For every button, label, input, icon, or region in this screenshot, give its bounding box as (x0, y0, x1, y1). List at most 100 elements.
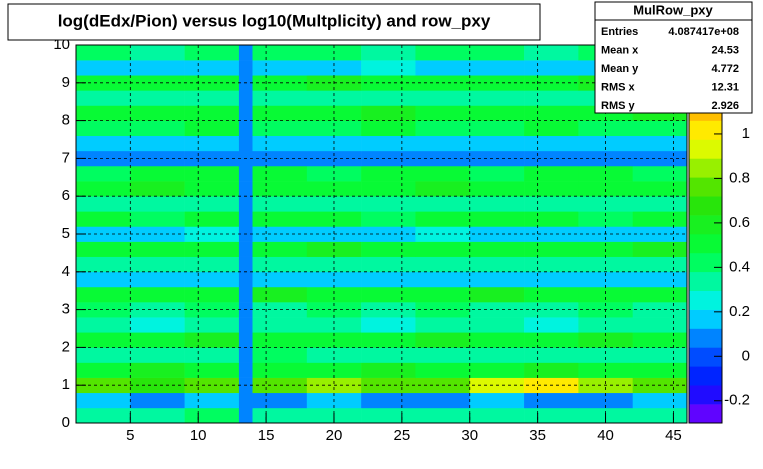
cell (76, 271, 131, 288)
cell (361, 256, 416, 273)
cell (76, 120, 131, 137)
y-tick-label: 0 (62, 414, 70, 431)
cell (252, 165, 308, 182)
color-band (689, 177, 722, 197)
cell (415, 90, 471, 106)
cell (238, 181, 253, 197)
cell (252, 75, 308, 91)
cell (469, 135, 525, 152)
cell (76, 90, 131, 106)
x-tick-label: 25 (394, 427, 411, 444)
cell (76, 256, 131, 273)
cell (130, 60, 185, 76)
cell (361, 211, 416, 227)
cell (524, 211, 579, 227)
cell (306, 181, 362, 197)
cell (632, 196, 688, 212)
cell (361, 286, 416, 303)
cell (415, 165, 471, 182)
cell (632, 286, 688, 303)
cell (524, 241, 579, 257)
y-tick-label: 5 (62, 225, 70, 242)
cell (130, 75, 185, 91)
cell (469, 407, 525, 424)
cell (361, 60, 416, 76)
y-tick-label: 6 (62, 187, 70, 204)
cell (130, 302, 185, 318)
cell (415, 60, 471, 76)
cell (184, 271, 240, 288)
cell (632, 347, 688, 363)
cell (632, 317, 688, 333)
cell (184, 347, 240, 363)
cell (76, 347, 131, 363)
cell (469, 392, 525, 409)
cell (415, 181, 471, 197)
cell (252, 271, 308, 288)
y-tick-label: 9 (62, 74, 70, 91)
cell (469, 241, 525, 257)
cell (238, 347, 253, 363)
cell (469, 211, 525, 227)
cell (361, 407, 416, 424)
cell (361, 120, 416, 137)
cell (76, 165, 131, 182)
cell (238, 211, 253, 227)
cell (415, 120, 471, 137)
cell (632, 407, 688, 424)
cell (238, 105, 253, 121)
stats-label: Mean x (601, 44, 639, 56)
z-tick-label: 0 (742, 347, 750, 364)
cell (415, 45, 471, 61)
cell (415, 286, 471, 303)
stats-value: 4.772 (711, 63, 739, 75)
cell (238, 120, 253, 137)
cell (632, 271, 688, 288)
cell (361, 45, 416, 61)
y-tick-label: 8 (62, 112, 70, 129)
y-tick-label: 1 (62, 376, 70, 393)
color-band (689, 385, 722, 405)
cell (306, 60, 362, 76)
cell (524, 392, 579, 409)
cell (415, 241, 471, 257)
cell (524, 256, 579, 273)
color-band (689, 158, 722, 178)
color-band (689, 290, 722, 310)
cell (524, 165, 579, 182)
cell (130, 226, 185, 242)
stats-label: RMS y (601, 100, 636, 112)
cell (578, 347, 633, 363)
cell (415, 407, 471, 424)
cell (130, 120, 185, 137)
title-box (7, 3, 541, 41)
cell (469, 362, 525, 378)
cell (361, 271, 416, 288)
cell (252, 196, 308, 212)
cell (184, 45, 240, 61)
cell (306, 256, 362, 273)
cell (632, 241, 688, 257)
cell (469, 256, 525, 273)
cell (130, 377, 185, 394)
cell (469, 181, 525, 197)
cell (415, 332, 471, 348)
cell (524, 196, 579, 212)
cell (184, 241, 240, 257)
cell (184, 286, 240, 303)
cell (632, 120, 688, 137)
cell (632, 165, 688, 182)
cell (130, 392, 185, 409)
stats-value: 12.31 (711, 81, 739, 93)
cell (76, 302, 131, 318)
z-tick-label: 0.4 (729, 258, 750, 275)
cell (184, 256, 240, 273)
cell (306, 120, 362, 137)
cell (306, 90, 362, 106)
y-tick-label: 4 (62, 263, 70, 280)
cell (578, 181, 633, 197)
cell (184, 332, 240, 348)
cell (76, 392, 131, 409)
color-band (689, 215, 722, 235)
